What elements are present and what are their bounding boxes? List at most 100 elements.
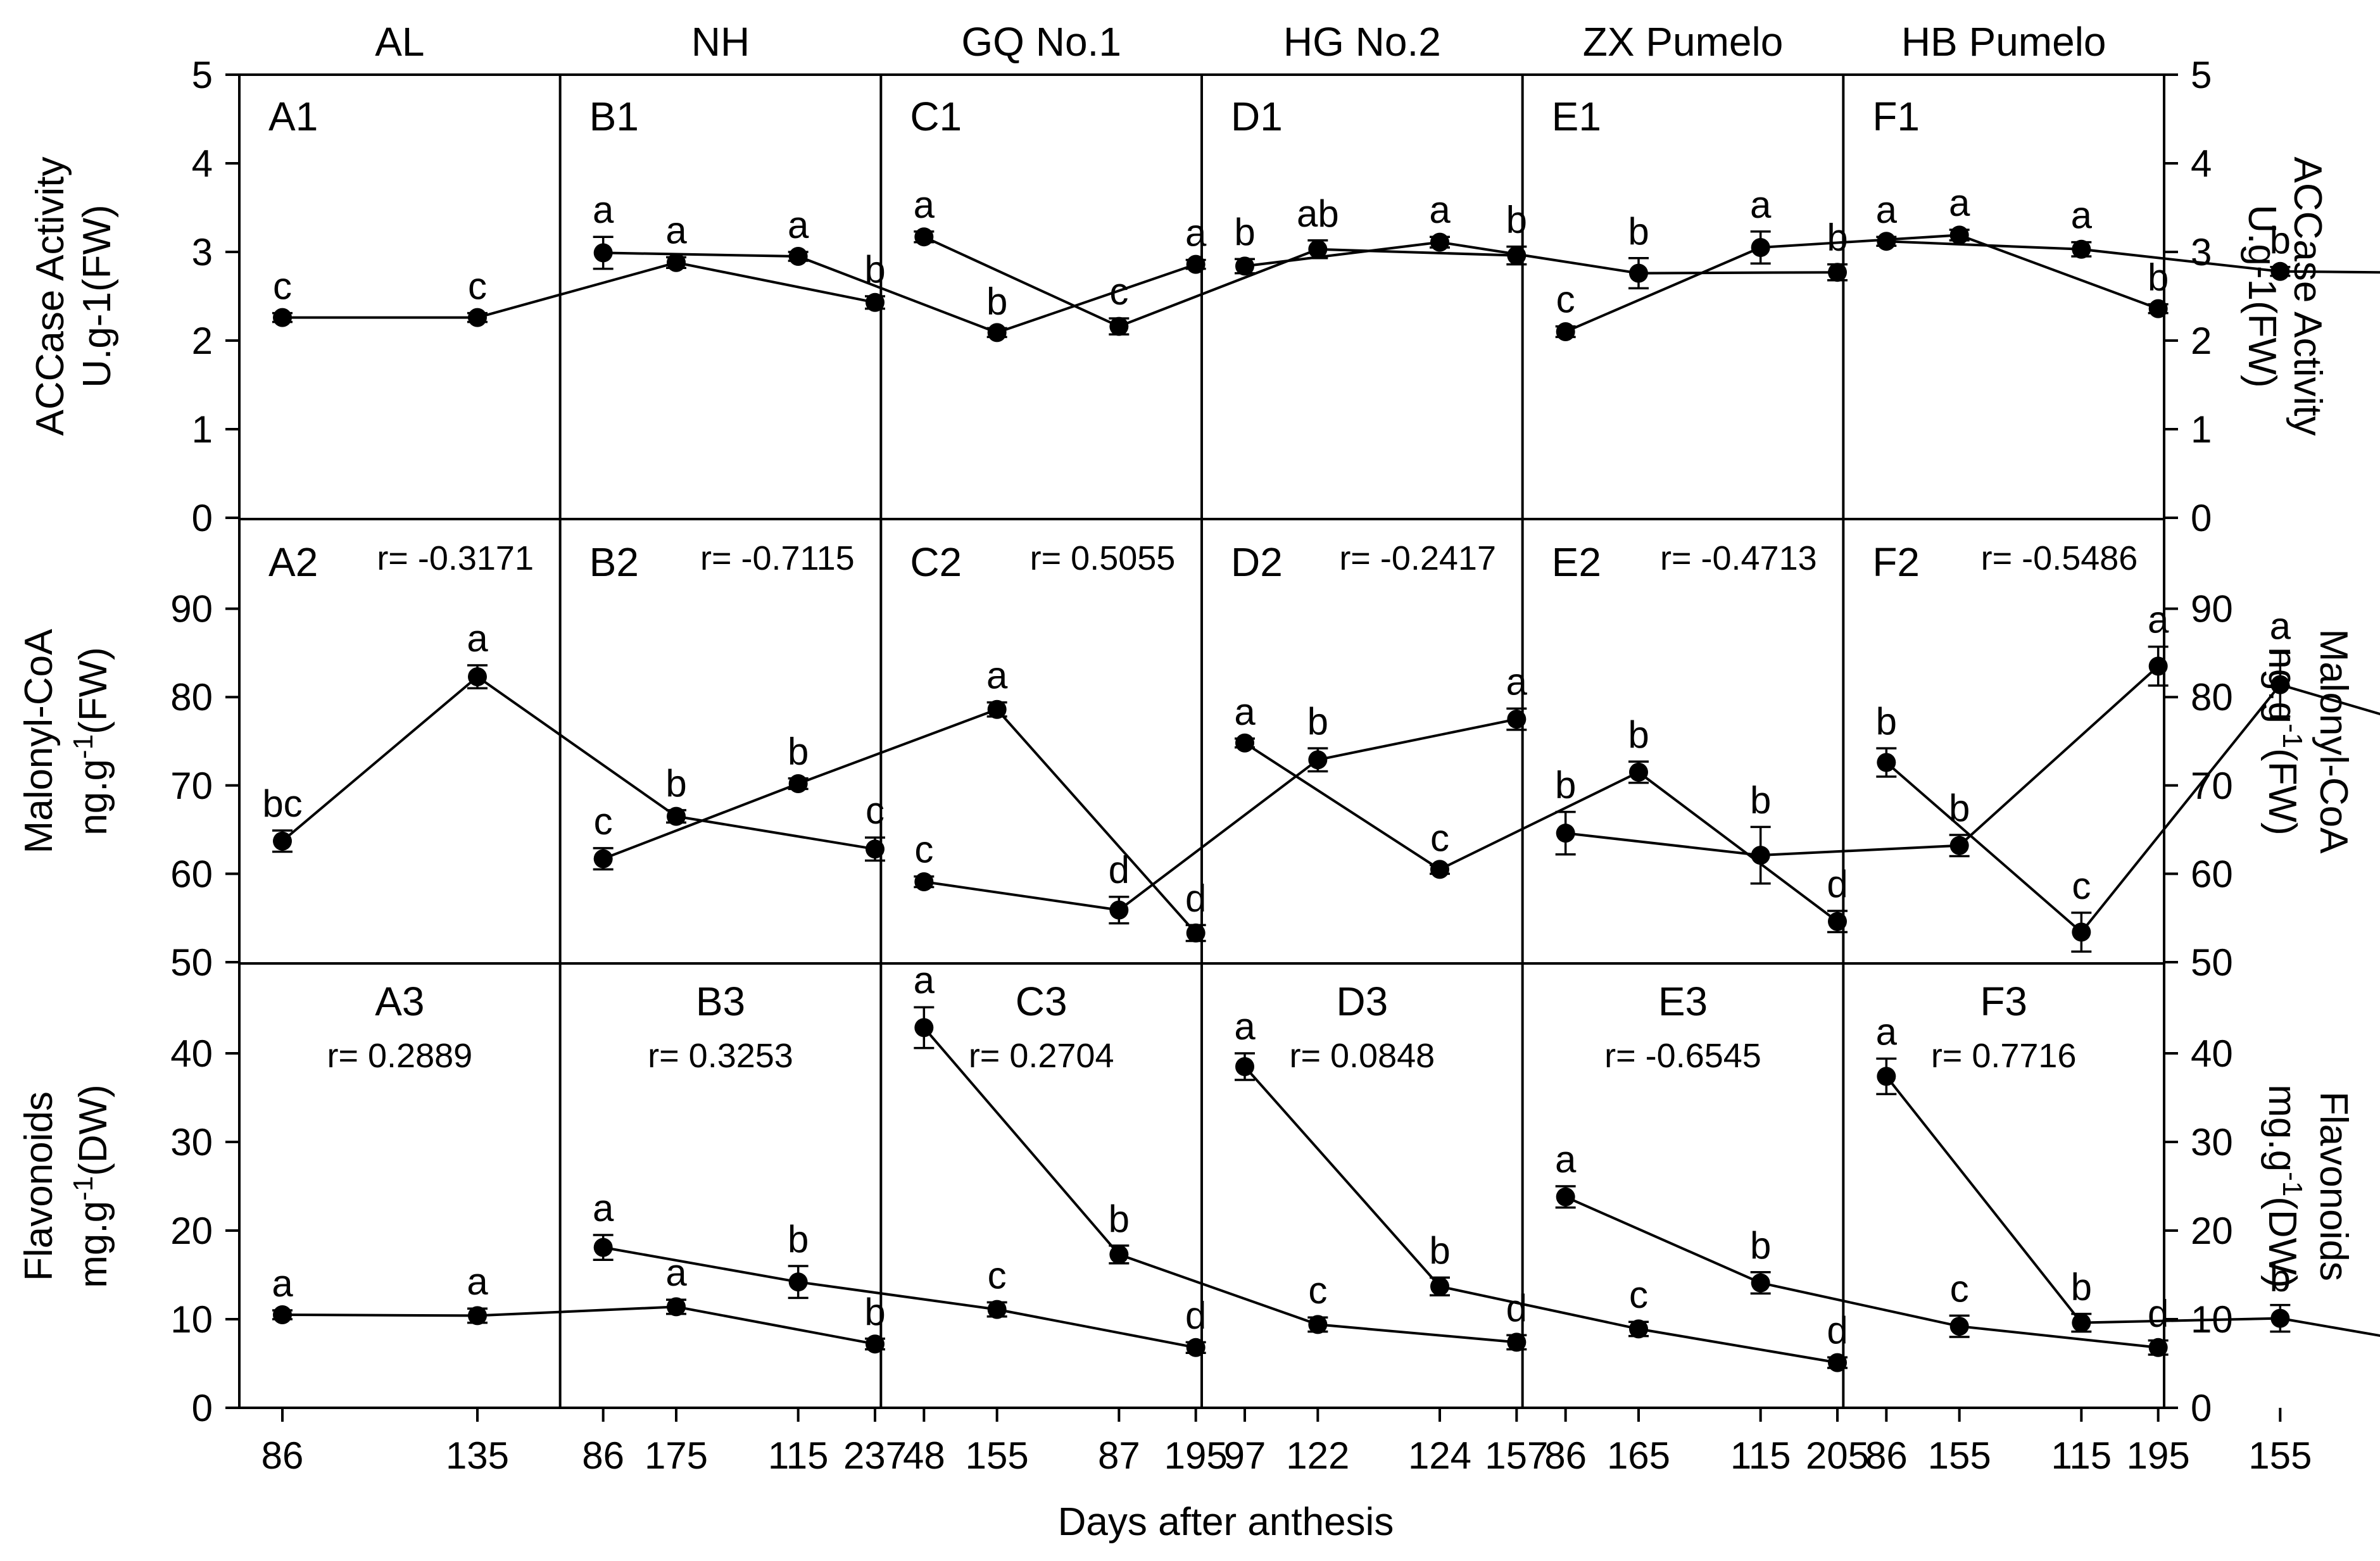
y-tick-label-right: 0 xyxy=(2191,497,2212,539)
data-point xyxy=(1629,762,1648,782)
data-point xyxy=(1109,1244,1129,1264)
column-title: GQ No.1 xyxy=(961,19,1121,65)
panel-label: A2 xyxy=(268,539,318,585)
data-point xyxy=(667,253,686,272)
x-tick-label: 115 xyxy=(2051,1434,2112,1477)
significance-letter: b xyxy=(1628,713,1649,756)
x-axis-label: Days after anthesis xyxy=(1058,1500,1394,1544)
data-point xyxy=(1235,1057,1254,1076)
correlation-label: r= -0.6545 xyxy=(1604,1037,1761,1075)
data-point xyxy=(1949,836,1969,855)
data-point xyxy=(2148,299,2168,318)
series-line xyxy=(1886,240,2380,274)
significance-letter: b xyxy=(1750,779,1771,821)
data-point xyxy=(1556,322,1575,341)
column-title: HB Pumelo xyxy=(1901,19,2106,65)
significance-letter: a xyxy=(1876,189,1898,231)
significance-letter: b xyxy=(2148,256,2169,299)
x-tick-label: 195 xyxy=(1164,1434,1228,1477)
y-tick-label-left: 30 xyxy=(170,1121,213,1163)
x-tick-label: 122 xyxy=(1286,1434,1349,1477)
significance-letter: c xyxy=(594,800,613,843)
data-point xyxy=(866,839,885,859)
significance-letter: c xyxy=(1308,1269,1327,1312)
significance-letter: a xyxy=(1506,660,1528,703)
series-line xyxy=(1565,665,2160,857)
significance-letter: b xyxy=(788,1218,809,1260)
data-point xyxy=(2270,1308,2290,1328)
series-line xyxy=(923,235,1517,328)
x-tick-label: 87 xyxy=(1098,1434,1140,1477)
data-point xyxy=(1828,263,1847,282)
data-point xyxy=(1877,753,1896,772)
panel-label: A3 xyxy=(375,979,424,1024)
data-point xyxy=(1556,1187,1575,1207)
data-point xyxy=(1507,710,1527,729)
x-tick-label: 124 xyxy=(1408,1434,1471,1477)
significance-letter: ab xyxy=(1297,192,1339,235)
x-tick-label: 48 xyxy=(903,1434,945,1477)
significance-letter: bc xyxy=(262,782,302,825)
significance-letter: b xyxy=(1506,199,1527,241)
significance-letter: b xyxy=(1827,216,1848,259)
series-line xyxy=(1565,1195,2158,1349)
y-tick-label-right: 80 xyxy=(2191,676,2233,718)
data-point xyxy=(1430,860,1449,879)
significance-letter: c xyxy=(1629,1274,1648,1316)
data-point xyxy=(914,1018,934,1038)
panel-label: F3 xyxy=(1980,979,2027,1024)
data-point xyxy=(1751,238,1770,257)
significance-letter: a xyxy=(665,1251,687,1294)
significance-letter: b xyxy=(1307,700,1328,743)
significance-letter: a xyxy=(914,959,935,1001)
x-tick-label: 175 xyxy=(645,1434,708,1477)
data-point xyxy=(914,227,934,247)
y-tick-label-right: 50 xyxy=(2191,941,2233,984)
y-tick-label-right: 40 xyxy=(2191,1032,2233,1075)
significance-letter: a xyxy=(2270,605,2291,647)
data-point xyxy=(987,699,1007,719)
panel-label: E3 xyxy=(1658,979,1708,1024)
significance-letter: a xyxy=(593,189,614,231)
y-axis-unit-left: mg.g-1(DW) xyxy=(68,1084,115,1288)
significance-letter: c xyxy=(1950,1267,1969,1310)
x-tick-label: 135 xyxy=(446,1434,509,1477)
y-tick-label-left: 0 xyxy=(192,1387,213,1429)
significance-letter: a xyxy=(467,1260,488,1303)
y-axis-label-left: Malonyl-CoA xyxy=(17,629,61,854)
significance-letter: b xyxy=(1750,1224,1771,1267)
x-tick-label: 155 xyxy=(1928,1434,1991,1477)
y-tick-label-right: 10 xyxy=(2191,1298,2233,1341)
significance-letter: b xyxy=(1949,787,1970,829)
data-point xyxy=(788,247,808,266)
y-tick-label-left: 1 xyxy=(192,408,213,451)
significance-letter: b xyxy=(2071,1266,2092,1308)
significance-letter: d xyxy=(1827,863,1848,905)
panel-label: C2 xyxy=(910,539,962,585)
panel-label: B3 xyxy=(696,979,745,1024)
y-axis-unit-left: U.g-1(FW) xyxy=(75,204,119,387)
y-axis-label-right: Malonyl-CoA xyxy=(2312,629,2355,855)
y-axis-unit-right: U.g-1(FW) xyxy=(2240,204,2284,387)
significance-letter: d xyxy=(1185,877,1206,919)
y-tick-label-right: 30 xyxy=(2191,1121,2233,1163)
data-point xyxy=(593,1238,613,1257)
significance-letter: a xyxy=(1949,182,1970,224)
series-line xyxy=(1244,742,1839,923)
significance-letter: a xyxy=(1234,1005,1256,1048)
significance-letter: c xyxy=(2072,865,2091,907)
panel-label: D1 xyxy=(1231,94,1283,139)
data-point xyxy=(1877,1067,1896,1086)
data-point xyxy=(1877,232,1896,251)
x-tick-label: 157 xyxy=(1485,1434,1548,1477)
significance-letter: b xyxy=(788,730,809,773)
y-tick-label-left: 3 xyxy=(192,231,213,273)
significance-letter: b xyxy=(986,280,1007,322)
data-point xyxy=(1751,846,1770,865)
series-line xyxy=(924,718,1517,912)
series-line xyxy=(922,1027,1517,1344)
data-point xyxy=(1751,1273,1770,1293)
data-point xyxy=(866,1334,885,1354)
panel-label: E1 xyxy=(1552,94,1601,139)
correlation-label: r= 0.0848 xyxy=(1289,1037,1435,1075)
